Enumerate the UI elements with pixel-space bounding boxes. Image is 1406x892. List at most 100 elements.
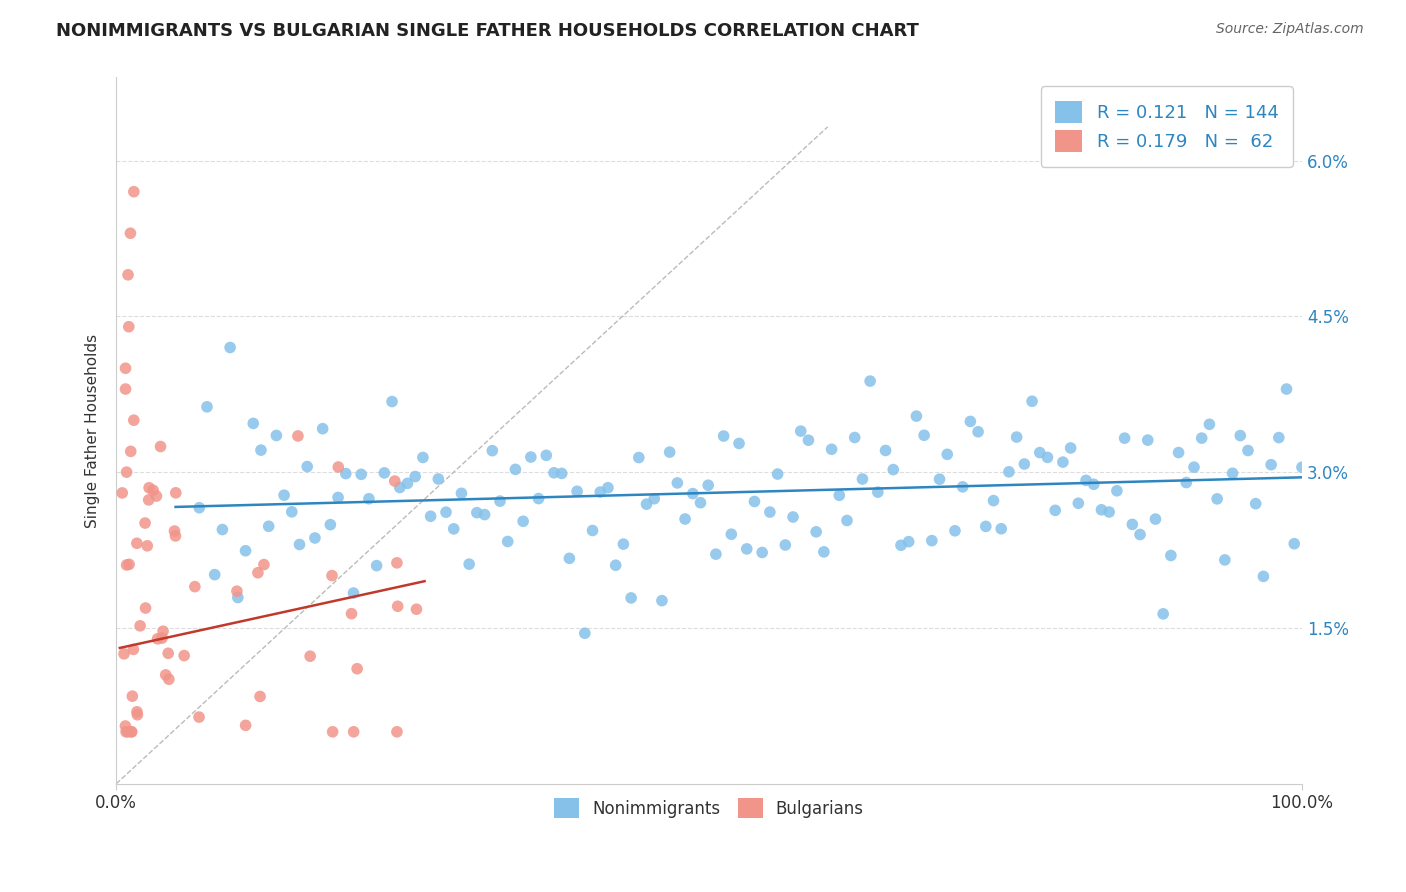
Point [184, 580, 207, 594]
Point [943, 524, 966, 538]
Point [713, 429, 735, 443]
Point [1152, 607, 1174, 621]
Point [673, 512, 696, 526]
Point [122, 642, 145, 657]
Point [405, 602, 427, 616]
Point [1074, 474, 1097, 488]
Point [249, 690, 271, 704]
Point [134, 516, 156, 530]
Point [875, 443, 897, 458]
Point [1005, 430, 1028, 444]
Point [342, 586, 364, 600]
Point [1260, 458, 1282, 472]
Point [1136, 433, 1159, 447]
Point [1129, 527, 1152, 541]
Point [520, 450, 543, 464]
Point [990, 522, 1012, 536]
Point [1268, 431, 1291, 445]
Point [157, 646, 180, 660]
Point [1059, 441, 1081, 455]
Point [129, 619, 152, 633]
Point [225, 584, 247, 599]
Point [636, 497, 658, 511]
Point [790, 424, 813, 438]
Point [427, 472, 450, 486]
Point [581, 524, 603, 538]
Point [983, 493, 1005, 508]
Point [304, 531, 326, 545]
Point [1045, 503, 1067, 517]
Point [605, 558, 627, 573]
Point [157, 673, 180, 687]
Point [866, 485, 889, 500]
Point [322, 724, 344, 739]
Point [219, 341, 242, 355]
Point [759, 505, 782, 519]
Point [211, 523, 233, 537]
Point [450, 486, 472, 500]
Point [299, 649, 322, 664]
Point [115, 724, 138, 739]
Point [720, 527, 742, 541]
Point [387, 599, 409, 614]
Point [689, 496, 711, 510]
Point [921, 533, 943, 548]
Point [1160, 549, 1182, 563]
Point [974, 519, 997, 533]
Point [145, 489, 167, 503]
Point [319, 517, 342, 532]
Point [928, 472, 950, 486]
Point [1206, 491, 1229, 506]
Point [281, 505, 304, 519]
Point [381, 394, 404, 409]
Point [287, 429, 309, 443]
Point [1167, 445, 1189, 459]
Point [1014, 457, 1036, 471]
Point [188, 710, 211, 724]
Point [253, 558, 276, 572]
Point [266, 428, 288, 442]
Point [820, 442, 842, 457]
Point [118, 558, 141, 572]
Point [226, 591, 249, 605]
Point [1175, 475, 1198, 490]
Point [350, 467, 373, 482]
Point [142, 483, 165, 498]
Point [775, 538, 797, 552]
Point [146, 632, 169, 646]
Point [527, 491, 550, 506]
Point [474, 508, 496, 522]
Point [114, 382, 136, 396]
Point [912, 428, 935, 442]
Point [346, 662, 368, 676]
Point [114, 361, 136, 376]
Point [121, 689, 143, 703]
Point [135, 601, 157, 615]
Point [150, 631, 173, 645]
Point [125, 536, 148, 550]
Point [1191, 431, 1213, 445]
Point [998, 465, 1021, 479]
Point [117, 724, 139, 739]
Point [666, 475, 689, 490]
Point [952, 480, 974, 494]
Point [458, 557, 481, 571]
Point [396, 476, 419, 491]
Point [897, 534, 920, 549]
Point [543, 466, 565, 480]
Point [311, 422, 333, 436]
Point [512, 514, 534, 528]
Point [882, 462, 904, 476]
Point [489, 494, 512, 508]
Point [434, 505, 457, 519]
Point [1105, 483, 1128, 498]
Point [744, 494, 766, 508]
Point [120, 444, 142, 458]
Point [112, 647, 135, 661]
Point [127, 707, 149, 722]
Point [117, 268, 139, 282]
Point [273, 488, 295, 502]
Point [366, 558, 388, 573]
Point [138, 492, 160, 507]
Point [121, 724, 143, 739]
